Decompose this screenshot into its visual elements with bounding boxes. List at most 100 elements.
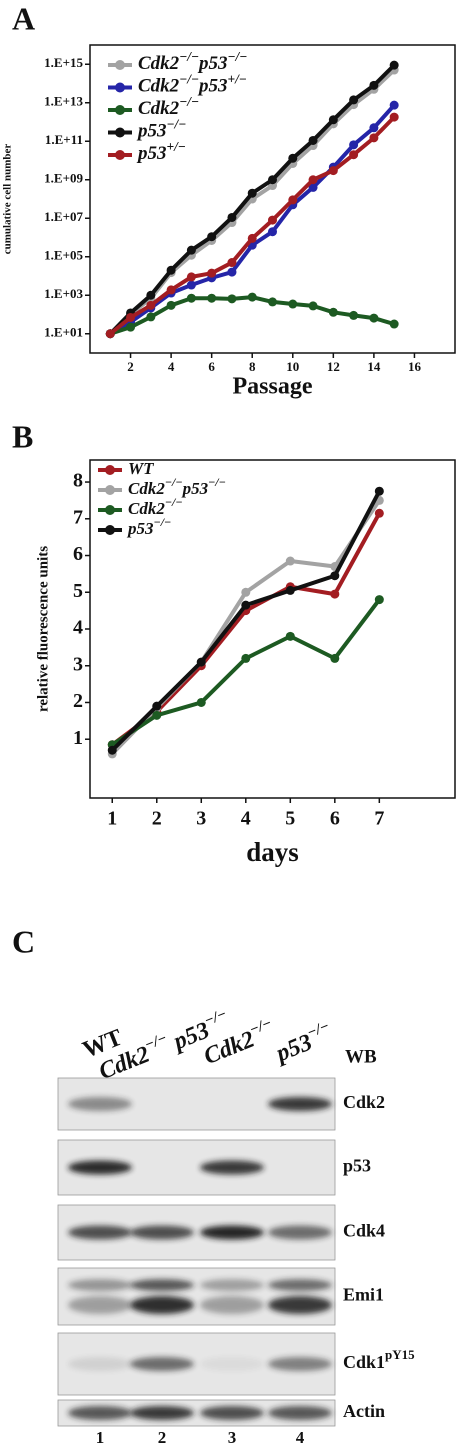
data-point [166, 285, 176, 295]
data-point [285, 556, 295, 566]
legend-label: p53−/− [136, 116, 186, 142]
data-point [126, 312, 136, 322]
y-tick-label: 1.E+15 [44, 55, 83, 70]
data-point [152, 701, 162, 711]
legend-marker [105, 465, 115, 475]
data-point [247, 292, 257, 302]
x-tick-label: 7 [374, 808, 384, 830]
row-label: Cdk1pY15 [343, 1347, 415, 1372]
row-label: Actin [343, 1401, 385, 1421]
x-tick-label: 2 [152, 808, 162, 830]
data-point [349, 95, 359, 105]
row-name: p53 [343, 1156, 371, 1176]
blot-band [268, 1296, 332, 1315]
blot-band [268, 1097, 332, 1111]
data-point [196, 697, 206, 707]
data-point [166, 265, 176, 275]
y-axis-label: cumulative cell number [2, 144, 14, 255]
data-point [166, 300, 176, 310]
legend-marker [105, 505, 115, 515]
data-point [268, 297, 277, 307]
blot-band [130, 1357, 194, 1371]
data-point [369, 133, 379, 143]
data-point [227, 258, 237, 268]
x-tick-label: 5 [285, 808, 295, 830]
data-point [107, 745, 117, 755]
data-point [330, 589, 340, 599]
data-point [285, 585, 295, 595]
blot-band [68, 1279, 132, 1292]
data-point [374, 486, 384, 496]
y-tick-label: 1 [73, 727, 83, 749]
data-point [186, 280, 196, 290]
legend-marker [115, 82, 125, 93]
blot-band [200, 1160, 264, 1175]
blot-band [130, 1225, 194, 1240]
blot-band [130, 1406, 194, 1420]
x-axis-label: days [246, 837, 299, 867]
legend-marker [105, 525, 115, 535]
data-point [330, 571, 340, 581]
blot-band [200, 1406, 264, 1420]
blot-band [200, 1357, 264, 1371]
data-point [308, 182, 318, 192]
legend-marker [115, 150, 125, 160]
data-point [227, 212, 237, 222]
plot-frame [89, 44, 456, 354]
data-point [285, 631, 295, 641]
data-point [349, 310, 359, 320]
data-point [105, 329, 115, 339]
legend-label: Cdk2−/−p53−/− [128, 475, 226, 498]
row-name: Emi1 [343, 1285, 384, 1305]
y-tick-label: 1.E+13 [44, 94, 83, 109]
x-tick-label: 3 [196, 808, 206, 830]
data-point [308, 175, 318, 185]
series-line [111, 598, 381, 747]
y-tick-label: 1.E+05 [44, 248, 83, 263]
data-point [369, 313, 379, 323]
blot-band [68, 1160, 132, 1175]
y-tick-label: 5 [73, 580, 83, 602]
blot-band [68, 1296, 132, 1315]
data-point [349, 140, 359, 150]
legend-marker [105, 485, 115, 495]
data-point [207, 232, 217, 242]
panel-label: A [12, 0, 35, 36]
y-tick-label: 7 [73, 506, 83, 528]
x-tick-label: 10 [286, 359, 299, 374]
data-point [374, 508, 384, 518]
x-axis-label: Passage [233, 374, 313, 400]
data-point [328, 166, 338, 176]
data-point [196, 657, 206, 667]
x-tick-label: 6 [330, 808, 340, 830]
blot-band [200, 1279, 264, 1292]
x-tick-label: 8 [249, 359, 256, 374]
data-point [186, 272, 196, 282]
lane-number: 1 [96, 1428, 105, 1447]
data-point [268, 175, 277, 185]
data-point [389, 100, 399, 110]
blot-band [268, 1225, 332, 1240]
x-tick-label: 1 [107, 808, 117, 830]
legend-label: WT [128, 459, 154, 478]
data-point [126, 322, 136, 332]
legend-label: Cdk2−/−p53+/− [138, 71, 247, 97]
x-tick-label: 4 [168, 359, 175, 374]
data-point [288, 299, 298, 309]
blot-band [130, 1279, 194, 1292]
data-point [207, 268, 217, 278]
panel-label: C [12, 923, 35, 959]
y-tick-label: 6 [73, 543, 83, 565]
row-name: Cdk2 [343, 1092, 385, 1112]
row-label: Cdk2 [343, 1092, 385, 1112]
x-tick-label: 6 [208, 359, 215, 374]
row-superscript: pY15 [385, 1347, 415, 1362]
column-header: p53−/− [270, 1019, 336, 1068]
data-point [389, 112, 399, 122]
data-point [207, 293, 217, 303]
legend-label: p53−/− [126, 515, 171, 538]
data-point [308, 301, 318, 311]
data-point [328, 115, 338, 125]
y-tick-label: 3 [73, 653, 83, 675]
